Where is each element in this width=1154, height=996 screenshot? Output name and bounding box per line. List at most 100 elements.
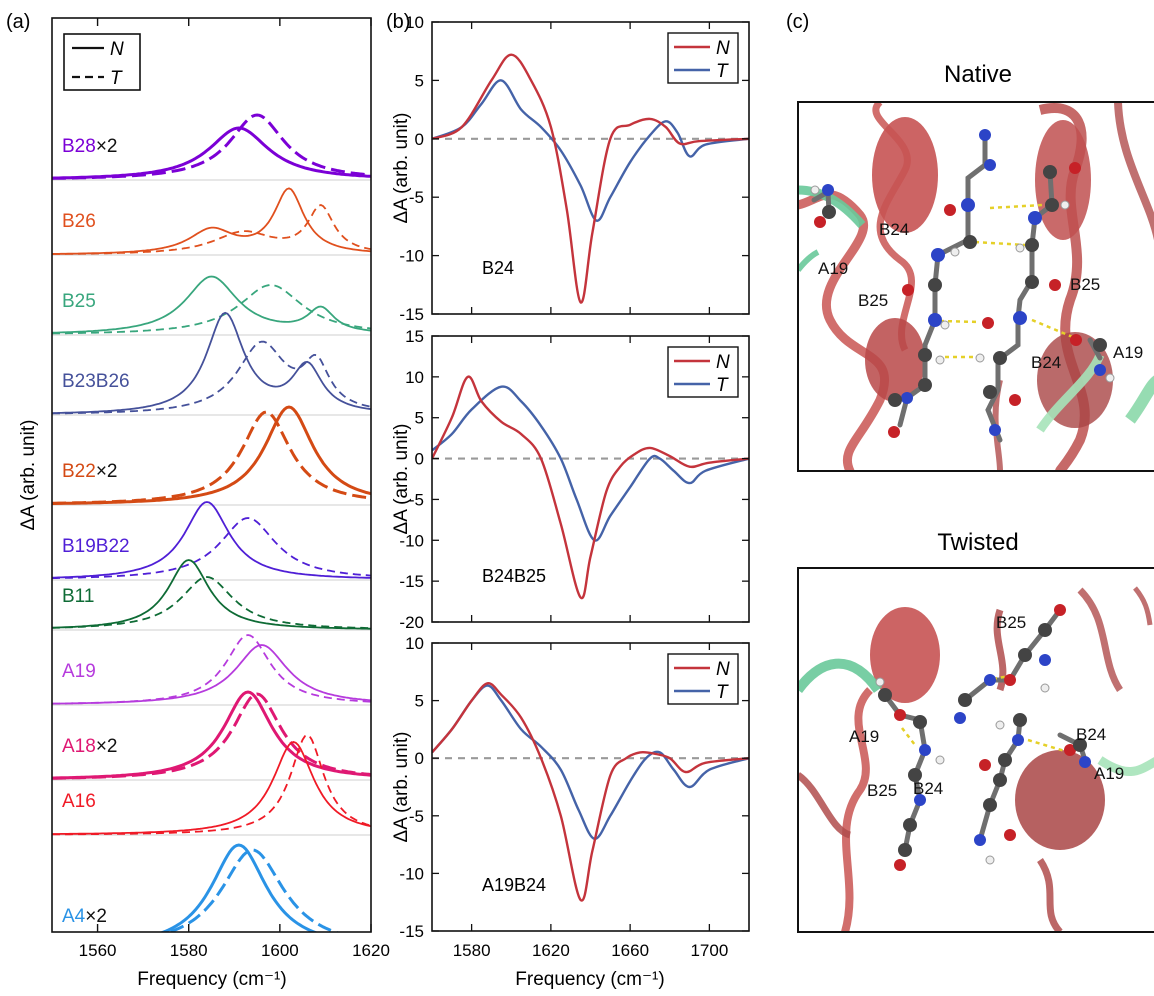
native-label-a19-left: A19: [818, 259, 848, 278]
b-ytick-label: 10: [405, 368, 424, 387]
trace-A19-N: [52, 644, 371, 705]
twisted-label-b25-top: B25: [996, 613, 1026, 632]
b-ytick-label: 0: [415, 749, 424, 768]
subplot-frame: [431, 335, 750, 623]
legend-label-N: N: [716, 352, 730, 373]
panel-a-ylabel: ΔA (arb. unit): [18, 420, 39, 531]
b-ytick-label: -10: [399, 864, 424, 883]
trace-B28-N: [52, 126, 371, 180]
trace-multiplier: ×2: [96, 461, 118, 482]
subplot-A19B24: 10 5 0 -5 -10 -15 ΔA (arb. unit) A19B24 NT 1580 16…: [391, 634, 750, 960]
b-ytick-label: 5: [415, 409, 424, 428]
twisted-title: Twisted: [937, 529, 1018, 556]
panel-a-label: (a): [6, 11, 30, 33]
b-ytick-label: -20: [399, 613, 424, 632]
twisted-frame: [797, 567, 1154, 933]
trace-B11-T: [52, 576, 371, 629]
trace-B19B22-N: [52, 501, 371, 579]
subplot-frame: [431, 642, 750, 932]
panel-a-xlabel: Frequency (cm⁻¹): [137, 969, 286, 990]
panel-c-structures: Native Twisted: [797, 61, 1154, 933]
trace-A4-T: [165, 848, 340, 932]
native-label-b25-left: B25: [858, 291, 888, 310]
trace-B11-N: [52, 559, 371, 630]
trace-label-B22: B22×2: [62, 461, 117, 482]
native-label-b24-right: B24: [1031, 353, 1061, 372]
b-ylabel: ΔA (arb. unit): [391, 113, 412, 224]
subplot-name-B24B25: B24B25: [482, 566, 546, 586]
panel-a-stacked-spectra: B28×2 B26 B25 B23B26 B22×2 B19B22 B11 A19 A18×2 A…: [18, 17, 390, 990]
a-xtick-label: 1600: [261, 941, 299, 960]
subplot-name-B24: B24: [482, 258, 514, 278]
trace-label-B11: B11: [62, 586, 94, 607]
subplot-legend: NT: [667, 32, 739, 84]
b-ytick-label: -5: [409, 490, 424, 509]
trace-label-A4: A4×2: [62, 906, 107, 927]
trace-A19-T: [52, 634, 371, 705]
b-ytick-label: 5: [415, 71, 424, 90]
b-ytick-label: 10: [405, 13, 424, 32]
diff-trace-B24-T: [432, 79, 749, 222]
b-xtick-label: 1700: [690, 941, 728, 960]
native-title: Native: [944, 61, 1012, 88]
trace-multiplier: ×2: [96, 136, 118, 157]
b-xtick-label: 1620: [532, 941, 570, 960]
legend-label-N: N: [110, 39, 124, 60]
b-ytick-label: -5: [409, 188, 424, 207]
a-xtick-label: 1620: [352, 941, 390, 960]
native-frame: [797, 101, 1154, 472]
trace-B19B22-T: [52, 517, 371, 580]
trace-B22-N: [52, 405, 371, 505]
b-ytick-label: 10: [405, 634, 424, 653]
trace-label-B26: B26: [62, 211, 96, 232]
diff-trace-B24-N: [432, 53, 749, 304]
panel-a-frame: [51, 17, 372, 933]
legend-label-T: T: [716, 61, 729, 82]
subplot-frame: [431, 21, 750, 315]
panel-c-label: (c): [786, 11, 809, 33]
trace-label-A16: A16: [62, 791, 96, 812]
b-xtick-label: 1580: [453, 941, 491, 960]
trace-label-B23B26: B23B26: [62, 371, 130, 392]
subplot-B24: 10 5 0 -5 -10 -15 ΔA (arb. unit) B24 NT: [391, 13, 750, 324]
trace-A4-N: [159, 843, 319, 932]
b-ylabel: ΔA (arb. unit): [391, 732, 412, 843]
trace-B26-N: [52, 187, 371, 255]
twisted-label-a19-right: A19: [1094, 764, 1124, 783]
diff-trace-A19B24-N: [432, 682, 749, 902]
a-xtick-label: 1580: [170, 941, 208, 960]
b-ytick-label: -10: [399, 247, 424, 266]
trace-label-B28: B28×2: [62, 136, 117, 157]
native-structure-image: B24 A19 B25 B25 B24 A19: [798, 102, 1154, 471]
trace-multiplier: ×2: [96, 736, 118, 757]
twisted-label-b24-right: B24: [1076, 725, 1106, 744]
trace-label-A19: A19: [62, 661, 96, 682]
trace-multiplier: ×2: [85, 906, 107, 927]
native-label-b24-left: B24: [879, 220, 909, 239]
trace-A18-N: [52, 690, 371, 780]
trace-label-B19B22: B19B22: [62, 536, 130, 557]
b-ytick-label: -5: [409, 807, 424, 826]
legend-label-T: T: [716, 375, 729, 396]
twisted-label-b24-left: B24: [913, 779, 943, 798]
b-ytick-label: 15: [405, 327, 424, 346]
panel-b-xlabel: Frequency (cm⁻¹): [515, 969, 664, 990]
legend-label-T: T: [110, 68, 123, 89]
b-ylabel: ΔA (arb. unit): [391, 424, 412, 535]
b-ytick-label: -15: [399, 922, 424, 941]
subplot-B24B25: 15 10 5 0 -5 -10 -15 -20 ΔA (arb. unit) B24B25 NT: [391, 327, 750, 632]
diff-trace-B24B25-N: [432, 375, 749, 600]
twisted-label-b25-left: B25: [867, 781, 897, 800]
twisted-structure-image: B25 A19 B24 A19 B25 B24: [798, 568, 1154, 932]
a-xtick-label: 1560: [79, 941, 117, 960]
trace-label-B25: B25: [62, 291, 96, 312]
trace-A16-N: [52, 741, 371, 835]
legend-label-N: N: [716, 659, 730, 680]
trace-B23B26-N: [52, 311, 371, 414]
b-xtick-label: 1660: [611, 941, 649, 960]
twisted-label-a19-left: A19: [849, 727, 879, 746]
legend-label-N: N: [716, 38, 730, 59]
trace-label-A18: A18×2: [62, 736, 117, 757]
trace-B25-N: [52, 275, 371, 334]
